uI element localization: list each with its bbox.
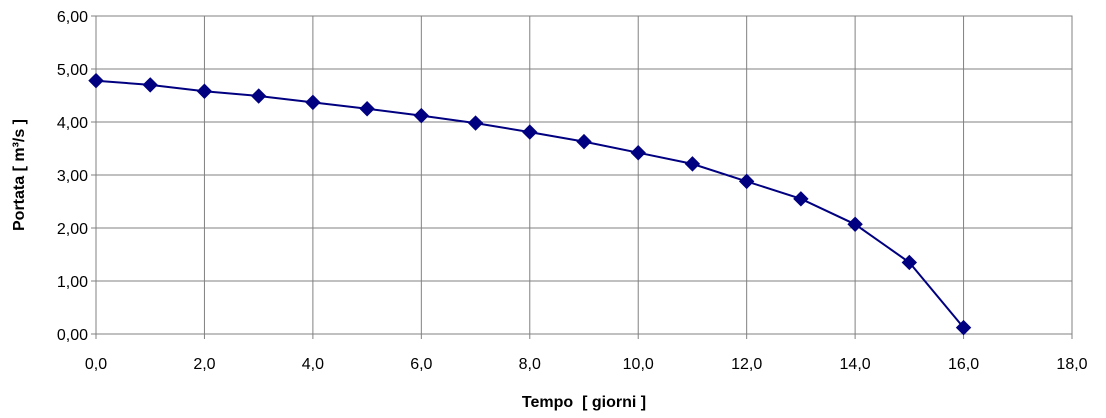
x-tick-label: 10,0: [623, 356, 654, 373]
y-axis-title: Portata [ m³/s ]: [11, 119, 28, 231]
data-point-marker: [793, 191, 809, 207]
series-layer: [88, 72, 972, 336]
x-tick-label: 6,0: [410, 356, 432, 373]
y-tick-label: 0,00: [57, 327, 88, 344]
x-tick-label: 8,0: [519, 356, 541, 373]
data-point-marker: [88, 72, 104, 89]
x-tick-label: 0,0: [85, 356, 107, 373]
y-tick-labels: 0,00 1,00 2,00 3,00 4,00 5,00 6,00: [57, 9, 88, 344]
x-tick-label: 2,0: [193, 356, 215, 373]
data-point-marker: [142, 77, 158, 93]
data-point-marker: [250, 88, 267, 104]
x-tick-label: 14,0: [840, 356, 871, 373]
y-tick-label: 1,00: [57, 274, 88, 291]
data-point-marker: [576, 133, 592, 150]
data-point-marker: [413, 107, 430, 124]
x-tick-label: 12,0: [731, 356, 762, 373]
y-tick-label: 3,00: [57, 168, 88, 185]
data-point-marker: [522, 124, 538, 140]
gridlines: [91, 15, 1073, 339]
data-point-marker: [738, 173, 755, 190]
data-point-marker: [467, 115, 484, 131]
data-point-marker: [305, 94, 321, 111]
data-point-marker: [684, 156, 701, 172]
x-tick-label: 18,0: [1056, 356, 1087, 373]
y-tick-label: 5,00: [57, 62, 88, 79]
data-point-marker: [847, 216, 863, 232]
x-tick-label: 16,0: [948, 356, 979, 373]
data-point-marker: [359, 101, 375, 117]
data-point-marker: [955, 319, 972, 336]
y-tick-label: 4,00: [57, 115, 88, 132]
y-tick-label: 2,00: [57, 221, 88, 238]
x-tick-labels: 0,0 2,0 4,0 6,0 8,0 10,0 12,0 14,0 16,0 18,0: [85, 356, 1088, 373]
data-point-marker: [196, 83, 213, 99]
x-tick-label: 4,0: [302, 356, 324, 373]
data-point-marker: [630, 145, 646, 161]
x-axis-title: Tempo [ giorni ]: [522, 394, 646, 411]
y-tick-label: 6,00: [57, 9, 88, 26]
data-point-marker: [901, 254, 918, 271]
